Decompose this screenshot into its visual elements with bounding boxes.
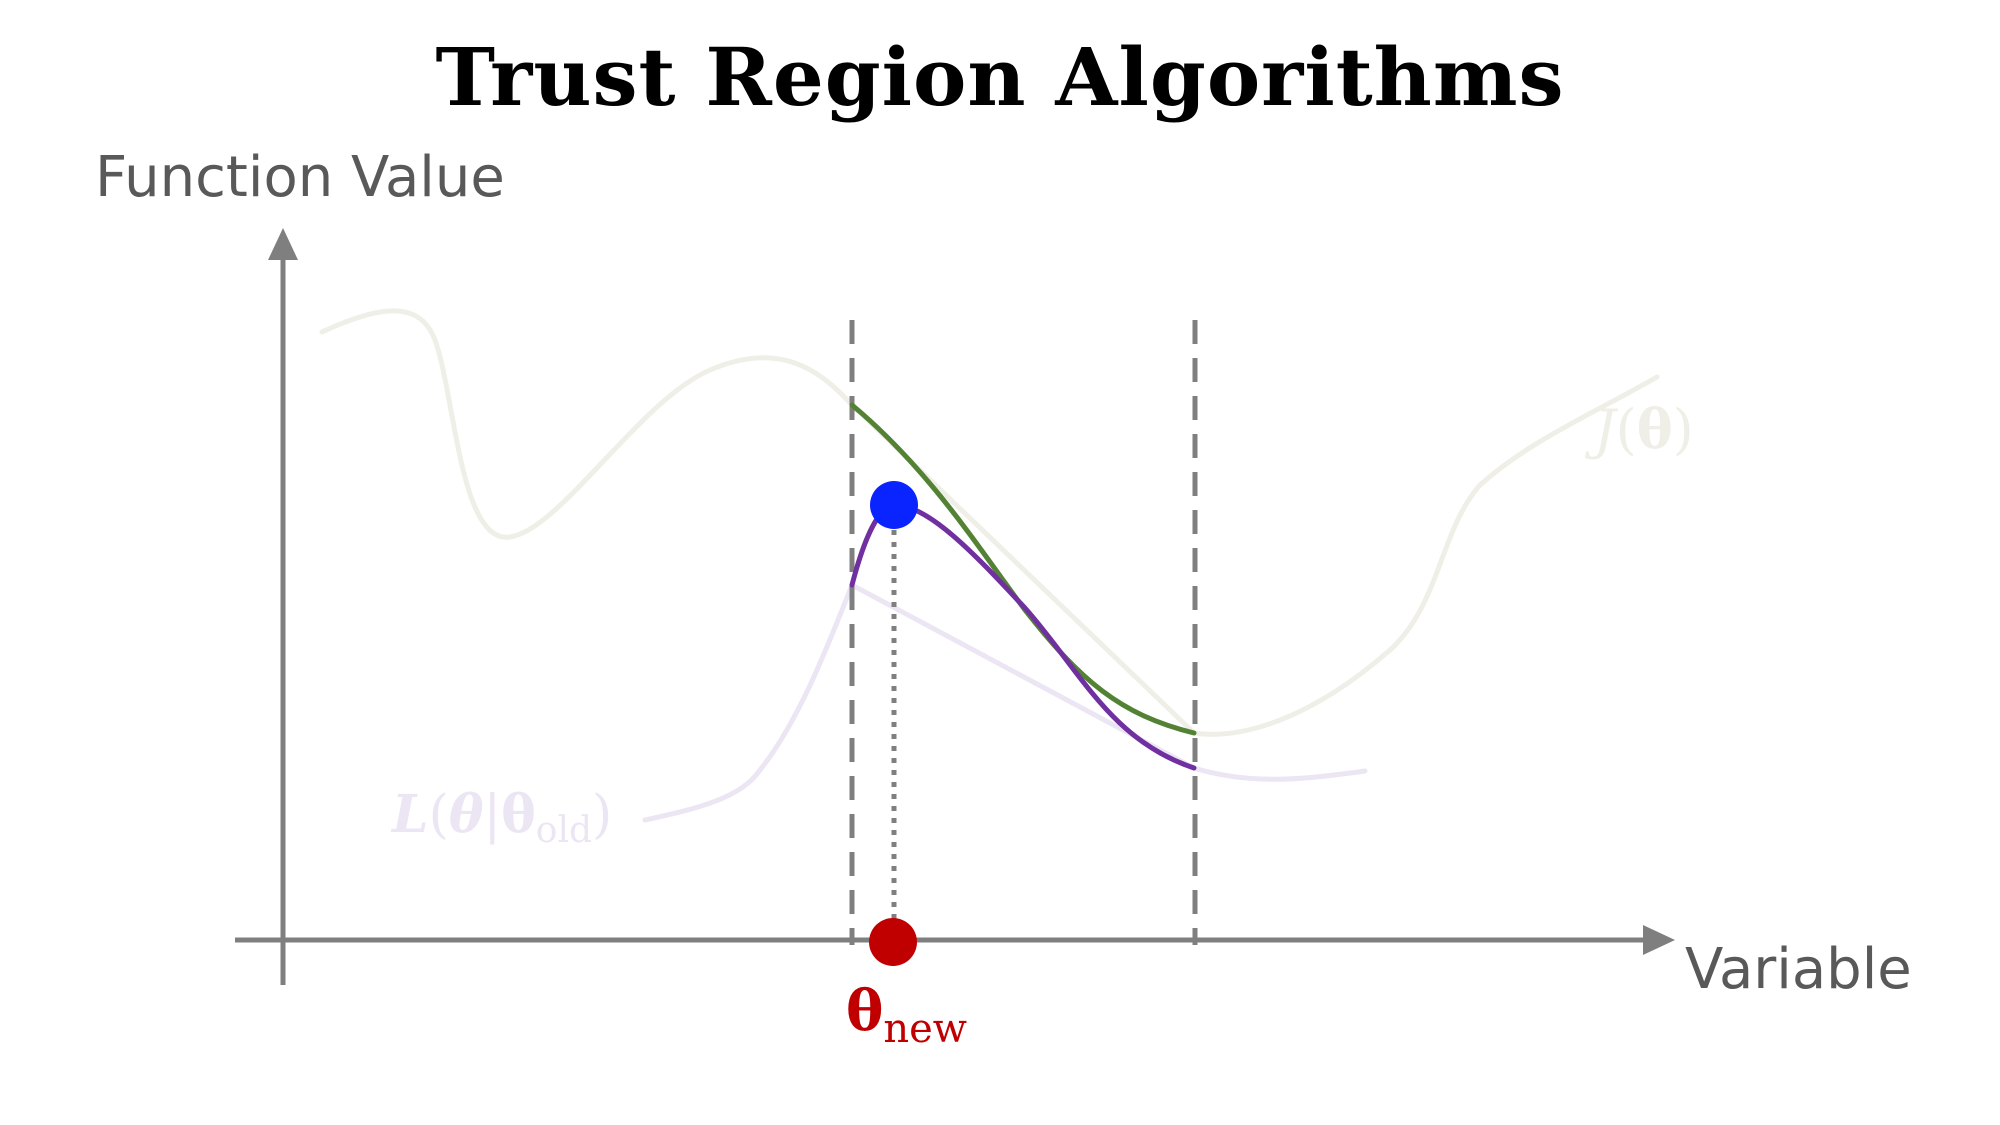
objective-curve [319, 308, 1660, 737]
x-axis-arrowhead [1643, 925, 1675, 955]
surrogate-label: L(θ|θold) [390, 784, 612, 851]
y-axis-label: Function Value [95, 145, 505, 210]
theta-new-label: θnew [846, 978, 967, 1052]
surrogate-in-region [849, 502, 1197, 771]
theta-new-point [869, 918, 917, 966]
y-axis-arrowhead [268, 228, 298, 260]
x-axis-label: Variable [1685, 937, 1912, 1002]
page-title: Trust Region Algorithms [435, 30, 1565, 124]
maximum-point [870, 481, 918, 529]
surrogate-curve [642, 581, 1368, 823]
objective-label: J(θ) [1584, 397, 1694, 461]
